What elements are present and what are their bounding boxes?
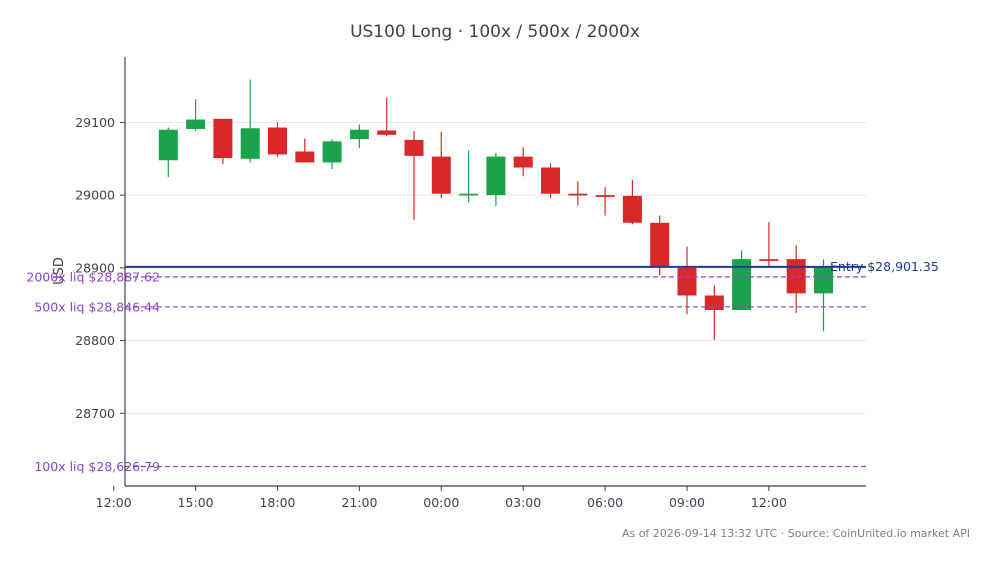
x-tick-label: 03:00	[505, 495, 541, 510]
candle-body	[677, 267, 697, 296]
candle-body	[213, 118, 233, 159]
candle-body	[486, 156, 506, 196]
candle-body	[513, 156, 533, 168]
y-tick-label: 28700	[75, 406, 115, 421]
candle-body	[459, 193, 479, 196]
candle-body	[595, 195, 615, 197]
candle-body	[704, 295, 724, 311]
x-tick-label: 15:00	[178, 495, 214, 510]
x-tick-label: 12:00	[96, 495, 132, 510]
axes	[124, 57, 866, 487]
x-tick-label: 06:00	[587, 495, 623, 510]
candle-body	[541, 167, 560, 194]
candle-body	[759, 259, 779, 261]
y-ticks: 28700 28800 28900 29000 29100	[75, 115, 125, 421]
candle-body	[786, 259, 806, 294]
liq-2000x-label: 2000x liq $28,887.62	[26, 269, 160, 284]
candle-body	[240, 128, 260, 159]
candle-body	[268, 127, 287, 155]
candles	[158, 79, 833, 340]
y-tick-label: 28800	[75, 333, 115, 348]
candle-body	[377, 130, 397, 135]
chart-title: US100 Long · 100x / 500x / 2000x	[350, 22, 640, 42]
entry-label: Entry $28,901.35	[830, 259, 939, 274]
candle-body	[431, 156, 451, 194]
x-tick-label: 12:00	[751, 495, 787, 510]
x-tick-label: 18:00	[259, 495, 295, 510]
candle-body	[186, 119, 206, 129]
candle-body	[650, 222, 670, 267]
candle-body	[732, 259, 752, 311]
candle-body	[622, 195, 642, 223]
x-tick-label: 21:00	[341, 495, 377, 510]
y-tick-label: 29000	[75, 188, 115, 203]
reference-lines	[125, 265, 866, 468]
y-tick-label: 29100	[75, 115, 115, 130]
candle-body	[568, 193, 588, 196]
x-ticks: 12:00 15:00 18:00 21:00 00:00 03:00 06:00 09:00…	[96, 486, 787, 510]
x-tick-label: 09:00	[669, 495, 705, 510]
y-axis-label: USD	[52, 257, 67, 285]
y-tick-label: 28900	[75, 260, 115, 275]
candle-body	[158, 129, 178, 161]
candle-body	[814, 266, 833, 294]
candle-body	[404, 139, 424, 156]
reference-labels: Entry $28,901.35 2000x liq $28,887.62 500x…	[26, 259, 938, 474]
candle-body	[295, 151, 315, 163]
x-tick-label: 00:00	[423, 495, 459, 510]
liq-100x-label: 100x liq $28,626.79	[34, 459, 160, 474]
candle-body	[322, 141, 342, 163]
footer-source: As of 2026-09-14 13:32 UTC · Source: Coi…	[622, 527, 970, 540]
liq-500x-label: 500x liq $28,846.44	[34, 299, 160, 314]
candle-body	[349, 129, 369, 140]
